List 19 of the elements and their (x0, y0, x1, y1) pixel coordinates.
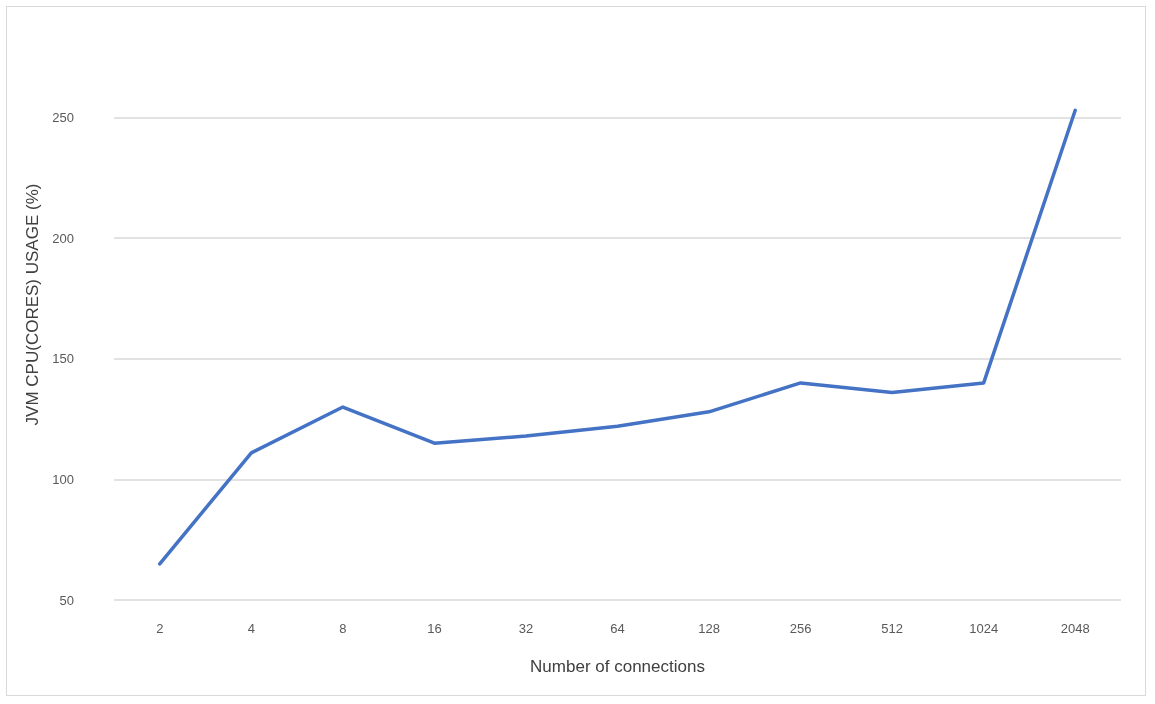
y-tick-label: 200 (52, 230, 74, 246)
x-axis-title: Number of connections (530, 657, 705, 676)
y-tick-label: 150 (52, 351, 74, 367)
x-tick-label: 512 (881, 621, 903, 636)
x-tick-label: 128 (698, 621, 720, 636)
y-tick-label: 50 (59, 592, 74, 608)
y-tick-label: 100 (52, 471, 74, 487)
x-tick-label: 1024 (969, 621, 999, 636)
x-tick-label: 32 (518, 621, 534, 636)
x-tick-label: 4 (247, 621, 255, 636)
y-tick-label: 250 (52, 110, 74, 126)
x-tick-label: 2048 (1060, 621, 1090, 636)
x-tick-label: 64 (610, 621, 625, 636)
x-tick-label: 8 (339, 621, 347, 636)
x-tick-label: 16 (427, 621, 442, 636)
x-tick-label: 2 (156, 621, 164, 636)
x-tick-label: 256 (789, 621, 812, 636)
y-axis-title: JVM CPU(CORES) USAGE (%) (23, 183, 43, 426)
line-series (158, 108, 1077, 566)
